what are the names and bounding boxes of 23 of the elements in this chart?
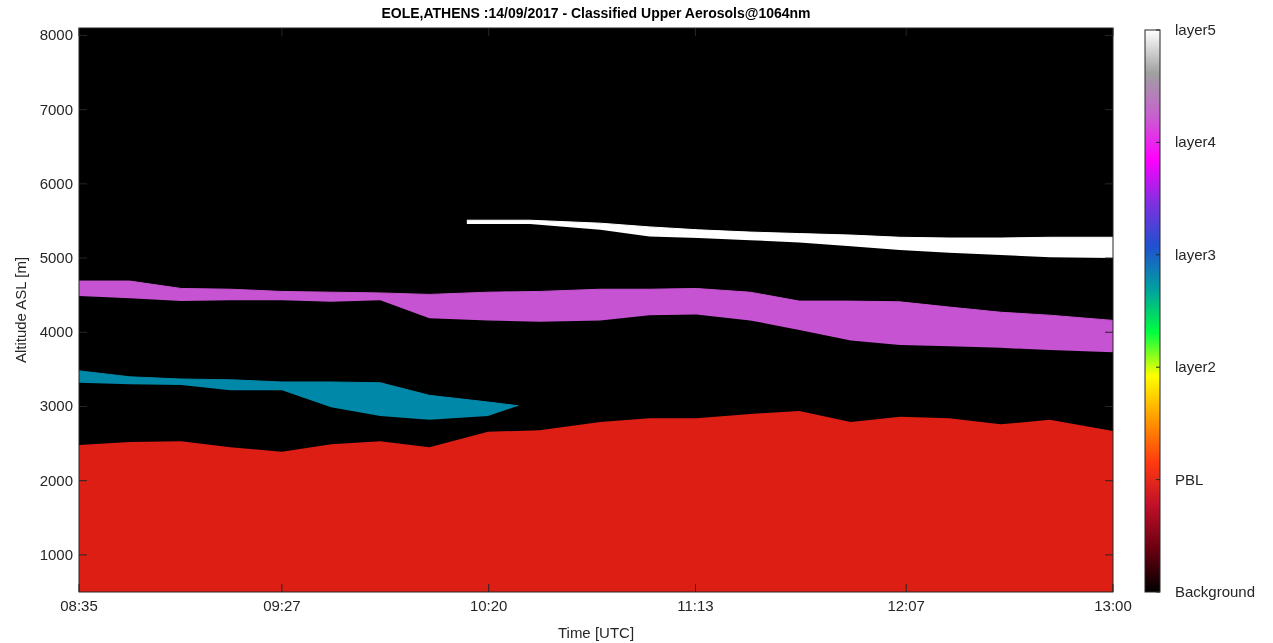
x-tick-label: 08:35: [60, 597, 98, 614]
y-tick-label: 7000: [39, 100, 73, 118]
x-tick-label: 10:20: [469, 597, 508, 614]
y-tick-label: 6000: [39, 174, 73, 192]
x-axis-title: Time [UTC]: [557, 624, 635, 641]
y-tick-label: 1000: [39, 545, 73, 563]
color-bar-label: layer5: [1175, 21, 1216, 38]
y-tick-label: 2000: [39, 471, 73, 489]
y-axis-title: Altitude ASL [m]: [12, 256, 29, 364]
color-bar-label: layer4: [1175, 133, 1216, 151]
color-bar-label: layer2: [1175, 358, 1216, 376]
color-bar-label: Background: [1175, 583, 1256, 600]
y-tick-label: 5000: [39, 249, 73, 267]
y-tick-label: 3000: [39, 397, 73, 415]
x-tick-label: 13:00: [1094, 597, 1132, 614]
chart-title: EOLE,ATHENS :14/09/2017 - Classified Upper Aerosols@1064nm: [381, 5, 811, 21]
x-tick-label: 11:13: [677, 597, 714, 614]
y-tick-label: 8000: [39, 26, 73, 44]
color-bar-label: PBL: [1175, 470, 1204, 488]
x-tick-label: 09:27: [263, 597, 301, 614]
y-tick-label: 4000: [39, 323, 73, 341]
x-tick-label: 12:07: [887, 597, 925, 614]
color-bar-label: layer3: [1175, 245, 1216, 263]
